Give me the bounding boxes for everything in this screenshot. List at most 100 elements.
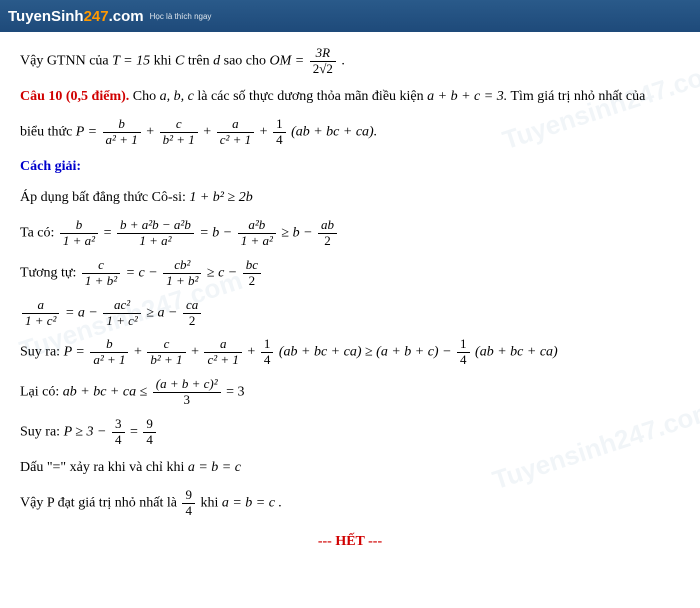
math-inline: a, b, c — [160, 89, 194, 104]
math-inline: a + b + c = 3. — [427, 89, 507, 104]
fraction: ba² + 1 — [90, 337, 128, 368]
text-line: Vậy P đạt giá trị nhỏ nhất là 94 khi a =… — [20, 488, 680, 519]
numerator: c — [160, 117, 198, 133]
numerator: a — [217, 117, 254, 133]
numerator: b — [103, 117, 141, 133]
fraction: 14 — [457, 337, 470, 368]
text-line: biểu thức P = ba² + 1 + cb² + 1 + ac² + … — [20, 117, 680, 148]
logo-tagline: Học là thích ngay — [150, 12, 212, 21]
numerator: b + a²b − a²b — [117, 218, 194, 234]
fraction: cb² + 1 — [147, 337, 185, 368]
text: Tìm giá trị nhỏ nhất của — [510, 89, 645, 104]
denominator: b² + 1 — [147, 353, 185, 368]
math-inline: T = 15 — [112, 54, 150, 69]
text-line: Cách giải: — [20, 156, 680, 178]
text: ≥ — [281, 225, 292, 240]
text: sao cho — [224, 54, 270, 69]
denominator: 1 + a² — [238, 234, 276, 249]
site-header: TuyenSinh247.com Học là thích ngay — [0, 0, 700, 32]
text: trên — [188, 54, 213, 69]
fraction: ac²1 + c² — [103, 298, 140, 329]
fraction: 3R2√2 — [310, 46, 336, 77]
numerator: 1 — [457, 337, 470, 353]
fraction: ac² + 1 — [217, 117, 254, 148]
fraction: a1 + c² — [22, 298, 59, 329]
denominator: 1 + b² — [163, 274, 201, 289]
denominator: 4 — [273, 133, 286, 148]
text: ≥ — [207, 265, 218, 280]
math-inline: (ab + bc + ca). — [291, 124, 377, 139]
math-inline: C — [175, 54, 184, 69]
numerator: c — [82, 258, 120, 274]
fraction: 14 — [273, 117, 286, 148]
numerator: 1 — [273, 117, 286, 133]
text: Vậy P đạt giá trị nhỏ nhất là — [20, 495, 180, 510]
numerator: 3 — [112, 417, 125, 433]
text: Suy ra: — [20, 425, 64, 440]
fraction: (a + b + c)²3 — [153, 377, 221, 408]
text: = — [130, 425, 141, 440]
denominator: 2 — [183, 314, 201, 329]
numerator: b — [90, 337, 128, 353]
text: Vậy GTNN của — [20, 54, 112, 69]
text-line: Câu 10 (0,5 điểm). Cho a, b, c là các số… — [20, 86, 680, 108]
math-inline: P = — [76, 124, 97, 139]
fraction: a²b1 + a² — [238, 218, 276, 249]
math-inline: OM = — [270, 54, 305, 69]
text: biểu thức — [20, 124, 76, 139]
text: b − — [293, 225, 316, 240]
text-line: a1 + c² = a − ac²1 + c² ≥ a − ca2 — [20, 298, 680, 329]
fraction: ba² + 1 — [103, 117, 141, 148]
end-marker: --- HẾT --- — [20, 531, 680, 553]
math-inline: a = b = c . — [222, 495, 282, 510]
text: Ta có: — [20, 225, 58, 240]
denominator: 1 + b² — [82, 274, 120, 289]
denominator: 4 — [261, 353, 274, 368]
logo-text-com: .com — [109, 8, 144, 25]
numerator: c — [147, 337, 185, 353]
text: Dấu "=" xảy ra khi và chỉ khi — [20, 460, 188, 475]
text: Tương tự: — [20, 265, 80, 280]
fraction: ac² + 1 — [204, 337, 241, 368]
text: + — [247, 345, 258, 360]
denominator: 1 + c² — [22, 314, 59, 329]
numerator: a — [204, 337, 241, 353]
text: = 3 — [226, 385, 244, 400]
denominator: 1 + c² — [103, 314, 140, 329]
logo-text-247: 247 — [84, 8, 109, 25]
denominator: 4 — [182, 504, 195, 519]
denominator: 2 — [318, 234, 337, 249]
denominator: 4 — [457, 353, 470, 368]
numerator: 3R — [310, 46, 336, 62]
question-label: Câu 10 (0,5 điểm). — [20, 89, 129, 104]
numerator: 9 — [182, 488, 195, 504]
denominator: 2√2 — [310, 62, 336, 77]
numerator: ac² — [103, 298, 140, 314]
fraction: c1 + b² — [82, 258, 120, 289]
fraction: 34 — [112, 417, 125, 448]
logo-text-main: TuyenSinh — [8, 8, 84, 25]
section-heading: Cách giải: — [20, 159, 81, 174]
text: là các số thực dương thỏa mãn điều kiện — [197, 89, 427, 104]
denominator: b² + 1 — [160, 133, 198, 148]
fraction: cb²1 + b² — [163, 258, 201, 289]
text: = b − — [199, 225, 235, 240]
text: c − — [218, 265, 241, 280]
math-inline: d — [213, 54, 220, 69]
document-body: Vậy GTNN của T = 15 khi C trên d sao cho… — [0, 32, 700, 560]
numerator: ca — [183, 298, 201, 314]
text: Lại có: — [20, 385, 63, 400]
fraction: cb² + 1 — [160, 117, 198, 148]
text: khi — [200, 495, 221, 510]
math-inline: ab + bc + ca ≤ — [63, 385, 151, 400]
numerator: cb² — [163, 258, 201, 274]
text: + — [203, 124, 214, 139]
denominator: a² + 1 — [103, 133, 141, 148]
denominator: c² + 1 — [204, 353, 241, 368]
numerator: (a + b + c)² — [153, 377, 221, 393]
text: = — [104, 225, 115, 240]
denominator: 2 — [243, 274, 261, 289]
text: a − — [158, 305, 181, 320]
fraction: b1 + a² — [60, 218, 98, 249]
denominator: 4 — [112, 433, 125, 448]
